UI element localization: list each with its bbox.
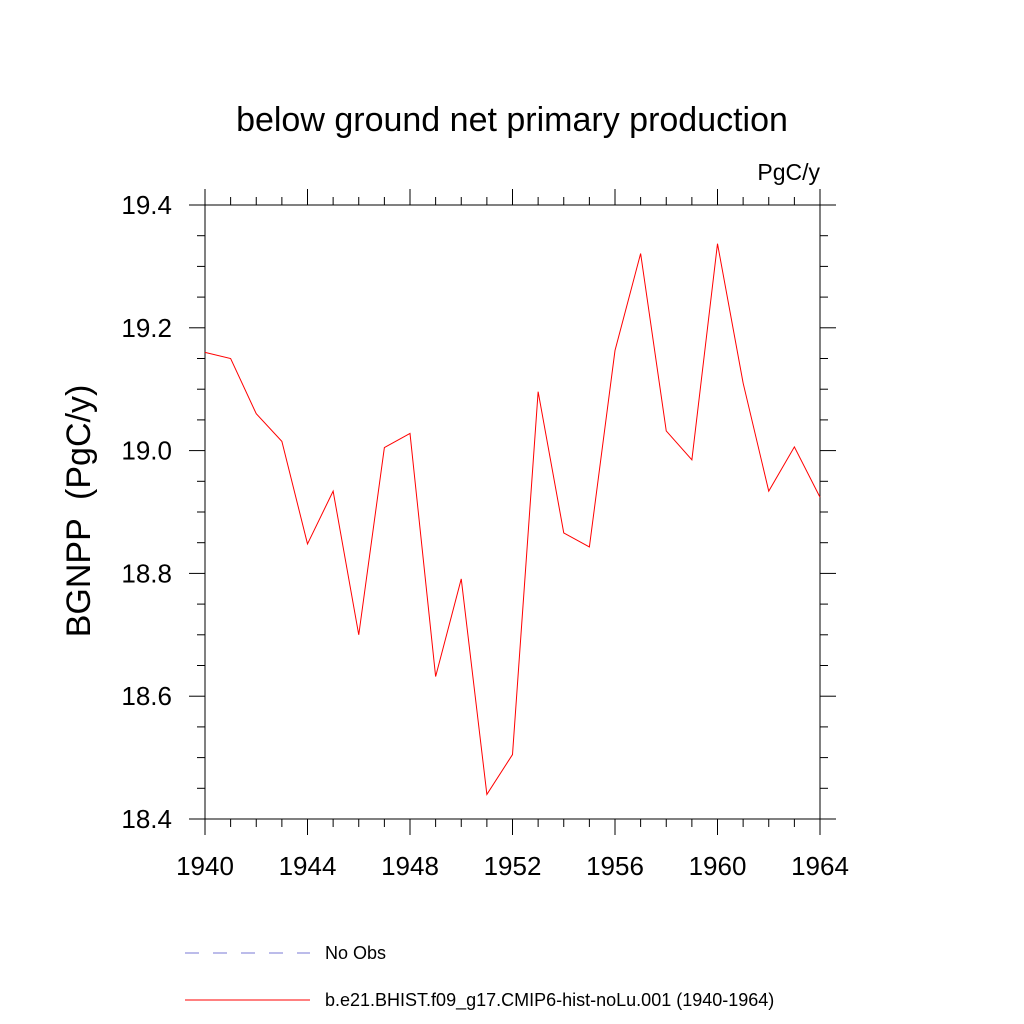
units-label: PgC/y	[757, 159, 820, 185]
x-tick-label: 1940	[176, 851, 234, 881]
y-tick-label: 18.4	[121, 804, 172, 834]
x-tick-label: 1944	[279, 851, 337, 881]
legend-label-model: b.e21.BHIST.f09_g17.CMIP6-hist-noLu.001 …	[325, 990, 774, 1011]
axis-tick-labels: 1940 1944 1948 1952 1956 1960 1964 18.4 18.6 18.8…	[121, 190, 849, 881]
x-tick-label: 1952	[484, 851, 542, 881]
series-line	[204, 243, 821, 796]
x-tick-label: 1956	[586, 851, 644, 881]
axis-ticks	[189, 189, 836, 835]
y-tick-label: 19.2	[121, 313, 172, 343]
x-tick-label: 1960	[689, 851, 747, 881]
y-tick-label: 18.8	[121, 558, 172, 588]
y-tick-label: 19.0	[121, 436, 172, 466]
x-tick-label: 1948	[381, 851, 439, 881]
y-axis-label: BGNPP (PgC/y)	[60, 385, 98, 638]
series-layer	[204, 243, 821, 796]
y-tick-label: 19.4	[121, 190, 172, 220]
x-tick-label: 1964	[791, 851, 849, 881]
chart-title: below ground net primary production	[236, 101, 788, 139]
legend-label-no-obs: No Obs	[325, 943, 386, 963]
legend: No Obs b.e21.BHIST.f09_g17.CMIP6-hist-no…	[185, 943, 774, 1011]
y-tick-label: 18.6	[121, 681, 172, 711]
